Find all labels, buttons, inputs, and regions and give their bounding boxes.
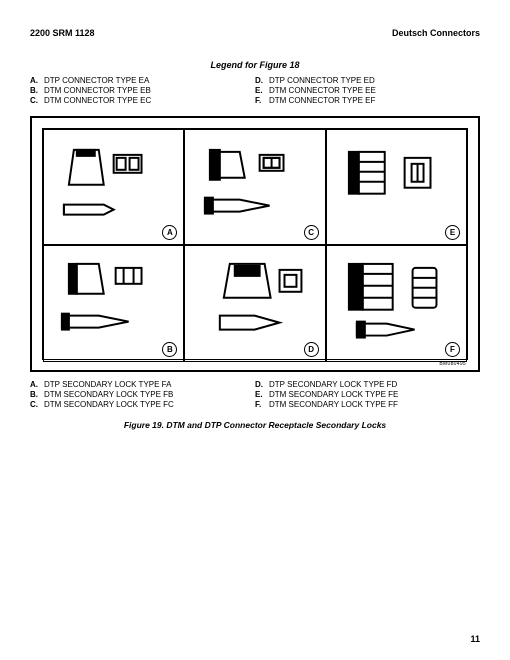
lock-type-b-icon: [44, 246, 183, 360]
legend-text: DTP SECONDARY LOCK TYPE FA: [44, 380, 171, 390]
legend-text: DTM SECONDARY LOCK TYPE FB: [44, 390, 173, 400]
legend-18-left: A.DTP CONNECTOR TYPE EA B.DTM CONNECTOR …: [30, 76, 255, 106]
legend-text: DTM CONNECTOR TYPE EB: [44, 86, 151, 96]
legend-label: C.: [30, 400, 44, 410]
cell-e: E: [326, 129, 467, 245]
legend-label: E.: [255, 390, 269, 400]
legend-18: A.DTP CONNECTOR TYPE EA B.DTM CONNECTOR …: [30, 76, 480, 106]
legend-text: DTP CONNECTOR TYPE ED: [269, 76, 375, 86]
legend-row: B.DTM SECONDARY LOCK TYPE FB: [30, 390, 255, 400]
page-number: 11: [470, 634, 480, 644]
legend-row: A.DTP SECONDARY LOCK TYPE FA: [30, 380, 255, 390]
legend-row: F.DTM CONNECTOR TYPE EF: [255, 96, 480, 106]
legend-text: DTM SECONDARY LOCK TYPE FE: [269, 390, 398, 400]
cell-c: C: [184, 129, 325, 245]
lock-type-f-icon: [327, 246, 466, 360]
legend-row: F.DTM SECONDARY LOCK TYPE FF: [255, 400, 480, 410]
legend-row: D.DTP SECONDARY LOCK TYPE FD: [255, 380, 480, 390]
legend-label: F.: [255, 400, 269, 410]
legend-row: E.DTM CONNECTOR TYPE EE: [255, 86, 480, 96]
legend-label: B.: [30, 390, 44, 400]
legend-18-title: Legend for Figure 18: [30, 60, 480, 70]
legend-row: C.DTM CONNECTOR TYPE EC: [30, 96, 255, 106]
header-right: Deutsch Connectors: [392, 28, 480, 38]
legend-row: B.DTM CONNECTOR TYPE EB: [30, 86, 255, 96]
legend-label: F.: [255, 96, 269, 106]
figure-19-caption: Figure 19. DTM and DTP Connector Recepta…: [30, 420, 480, 430]
legend-row: D.DTP CONNECTOR TYPE ED: [255, 76, 480, 86]
cell-badge: D: [304, 342, 319, 357]
legend-label: D.: [255, 380, 269, 390]
legend-row: A.DTP CONNECTOR TYPE EA: [30, 76, 255, 86]
figure-grid: A C: [42, 128, 468, 360]
cell-f: F: [326, 245, 467, 361]
legend-label: E.: [255, 86, 269, 96]
legend-text: DTM CONNECTOR TYPE EE: [269, 86, 376, 96]
legend-text: DTM SECONDARY LOCK TYPE FF: [269, 400, 398, 410]
legend-text: DTP CONNECTOR TYPE EA: [44, 76, 149, 86]
legend-18-right: D.DTP CONNECTOR TYPE ED E.DTM CONNECTOR …: [255, 76, 480, 106]
legend-text: DTP SECONDARY LOCK TYPE FD: [269, 380, 397, 390]
legend-label: D.: [255, 76, 269, 86]
cell-badge: F: [445, 342, 460, 357]
cell-b: B: [43, 245, 184, 361]
legend-19-right: D.DTP SECONDARY LOCK TYPE FD E.DTM SECON…: [255, 380, 480, 410]
legend-text: DTM CONNECTOR TYPE EC: [44, 96, 151, 106]
legend-19: A.DTP SECONDARY LOCK TYPE FA B.DTM SECON…: [30, 380, 480, 410]
page: 2200 SRM 1128 Deutsch Connectors Legend …: [0, 0, 510, 660]
legend-label: B.: [30, 86, 44, 96]
header-left: 2200 SRM 1128: [30, 28, 95, 38]
legend-label: C.: [30, 96, 44, 106]
legend-text: DTM CONNECTOR TYPE EF: [269, 96, 375, 106]
legend-text: DTM SECONDARY LOCK TYPE FC: [44, 400, 174, 410]
figure-19-box: A C: [30, 116, 480, 372]
lock-type-e-icon: [327, 130, 466, 244]
cell-a: A: [43, 129, 184, 245]
legend-row: E.DTM SECONDARY LOCK TYPE FE: [255, 390, 480, 400]
legend-19-left: A.DTP SECONDARY LOCK TYPE FA B.DTM SECON…: [30, 380, 255, 410]
figure-code: BM080495: [439, 361, 466, 367]
legend-label: A.: [30, 380, 44, 390]
cell-d: D: [184, 245, 325, 361]
legend-label: A.: [30, 76, 44, 86]
page-header: 2200 SRM 1128 Deutsch Connectors: [30, 28, 480, 38]
lock-type-c-icon: [185, 130, 324, 244]
lock-type-d-icon: [185, 246, 324, 360]
legend-row: C.DTM SECONDARY LOCK TYPE FC: [30, 400, 255, 410]
